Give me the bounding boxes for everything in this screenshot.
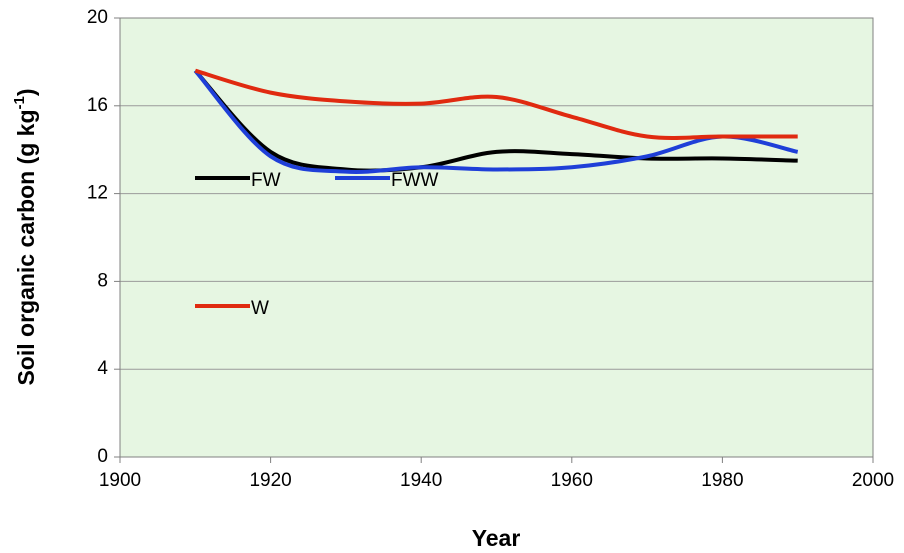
x-tick-label: 1920 bbox=[249, 470, 291, 491]
x-tick-label: 1940 bbox=[400, 470, 442, 491]
y-axis-title-text: Soil organic carbon (g kg bbox=[13, 109, 39, 385]
legend-label: W bbox=[251, 298, 269, 319]
line-series bbox=[193, 69, 799, 174]
y-tick-label: 16 bbox=[87, 95, 108, 116]
y-axis-title-tail: ) bbox=[13, 88, 39, 96]
x-axis-title: Year bbox=[472, 525, 521, 551]
plot-border bbox=[119, 17, 874, 458]
legend-label: FW bbox=[251, 170, 281, 191]
x-tick-label: 2000 bbox=[852, 470, 894, 491]
y-tick-label: 8 bbox=[97, 270, 108, 291]
x-tick-label: 1900 bbox=[99, 470, 141, 491]
line-series bbox=[194, 68, 798, 140]
y-axis-title: Soil organic carbon (g kg-1) bbox=[11, 88, 39, 385]
x-tick-label: 1980 bbox=[701, 470, 743, 491]
y-tick-label: 20 bbox=[87, 7, 108, 28]
plot-area bbox=[120, 18, 873, 457]
y-tick-label: 12 bbox=[87, 183, 108, 204]
legend-label: FWW bbox=[391, 170, 439, 191]
line-series bbox=[193, 69, 798, 173]
x-tick-label: 1960 bbox=[551, 470, 593, 491]
y-tick-label: 0 bbox=[97, 446, 108, 467]
y-tick-label: 4 bbox=[97, 358, 108, 379]
y-axis-title-sup: -1 bbox=[11, 96, 28, 109]
